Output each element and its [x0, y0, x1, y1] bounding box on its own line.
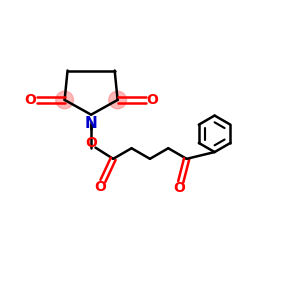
Circle shape: [109, 91, 126, 109]
Circle shape: [56, 91, 74, 109]
Text: O: O: [173, 181, 185, 195]
Text: O: O: [24, 93, 36, 107]
Text: O: O: [146, 93, 158, 107]
Text: O: O: [85, 136, 97, 150]
Text: N: N: [85, 116, 98, 131]
Text: O: O: [94, 180, 106, 194]
